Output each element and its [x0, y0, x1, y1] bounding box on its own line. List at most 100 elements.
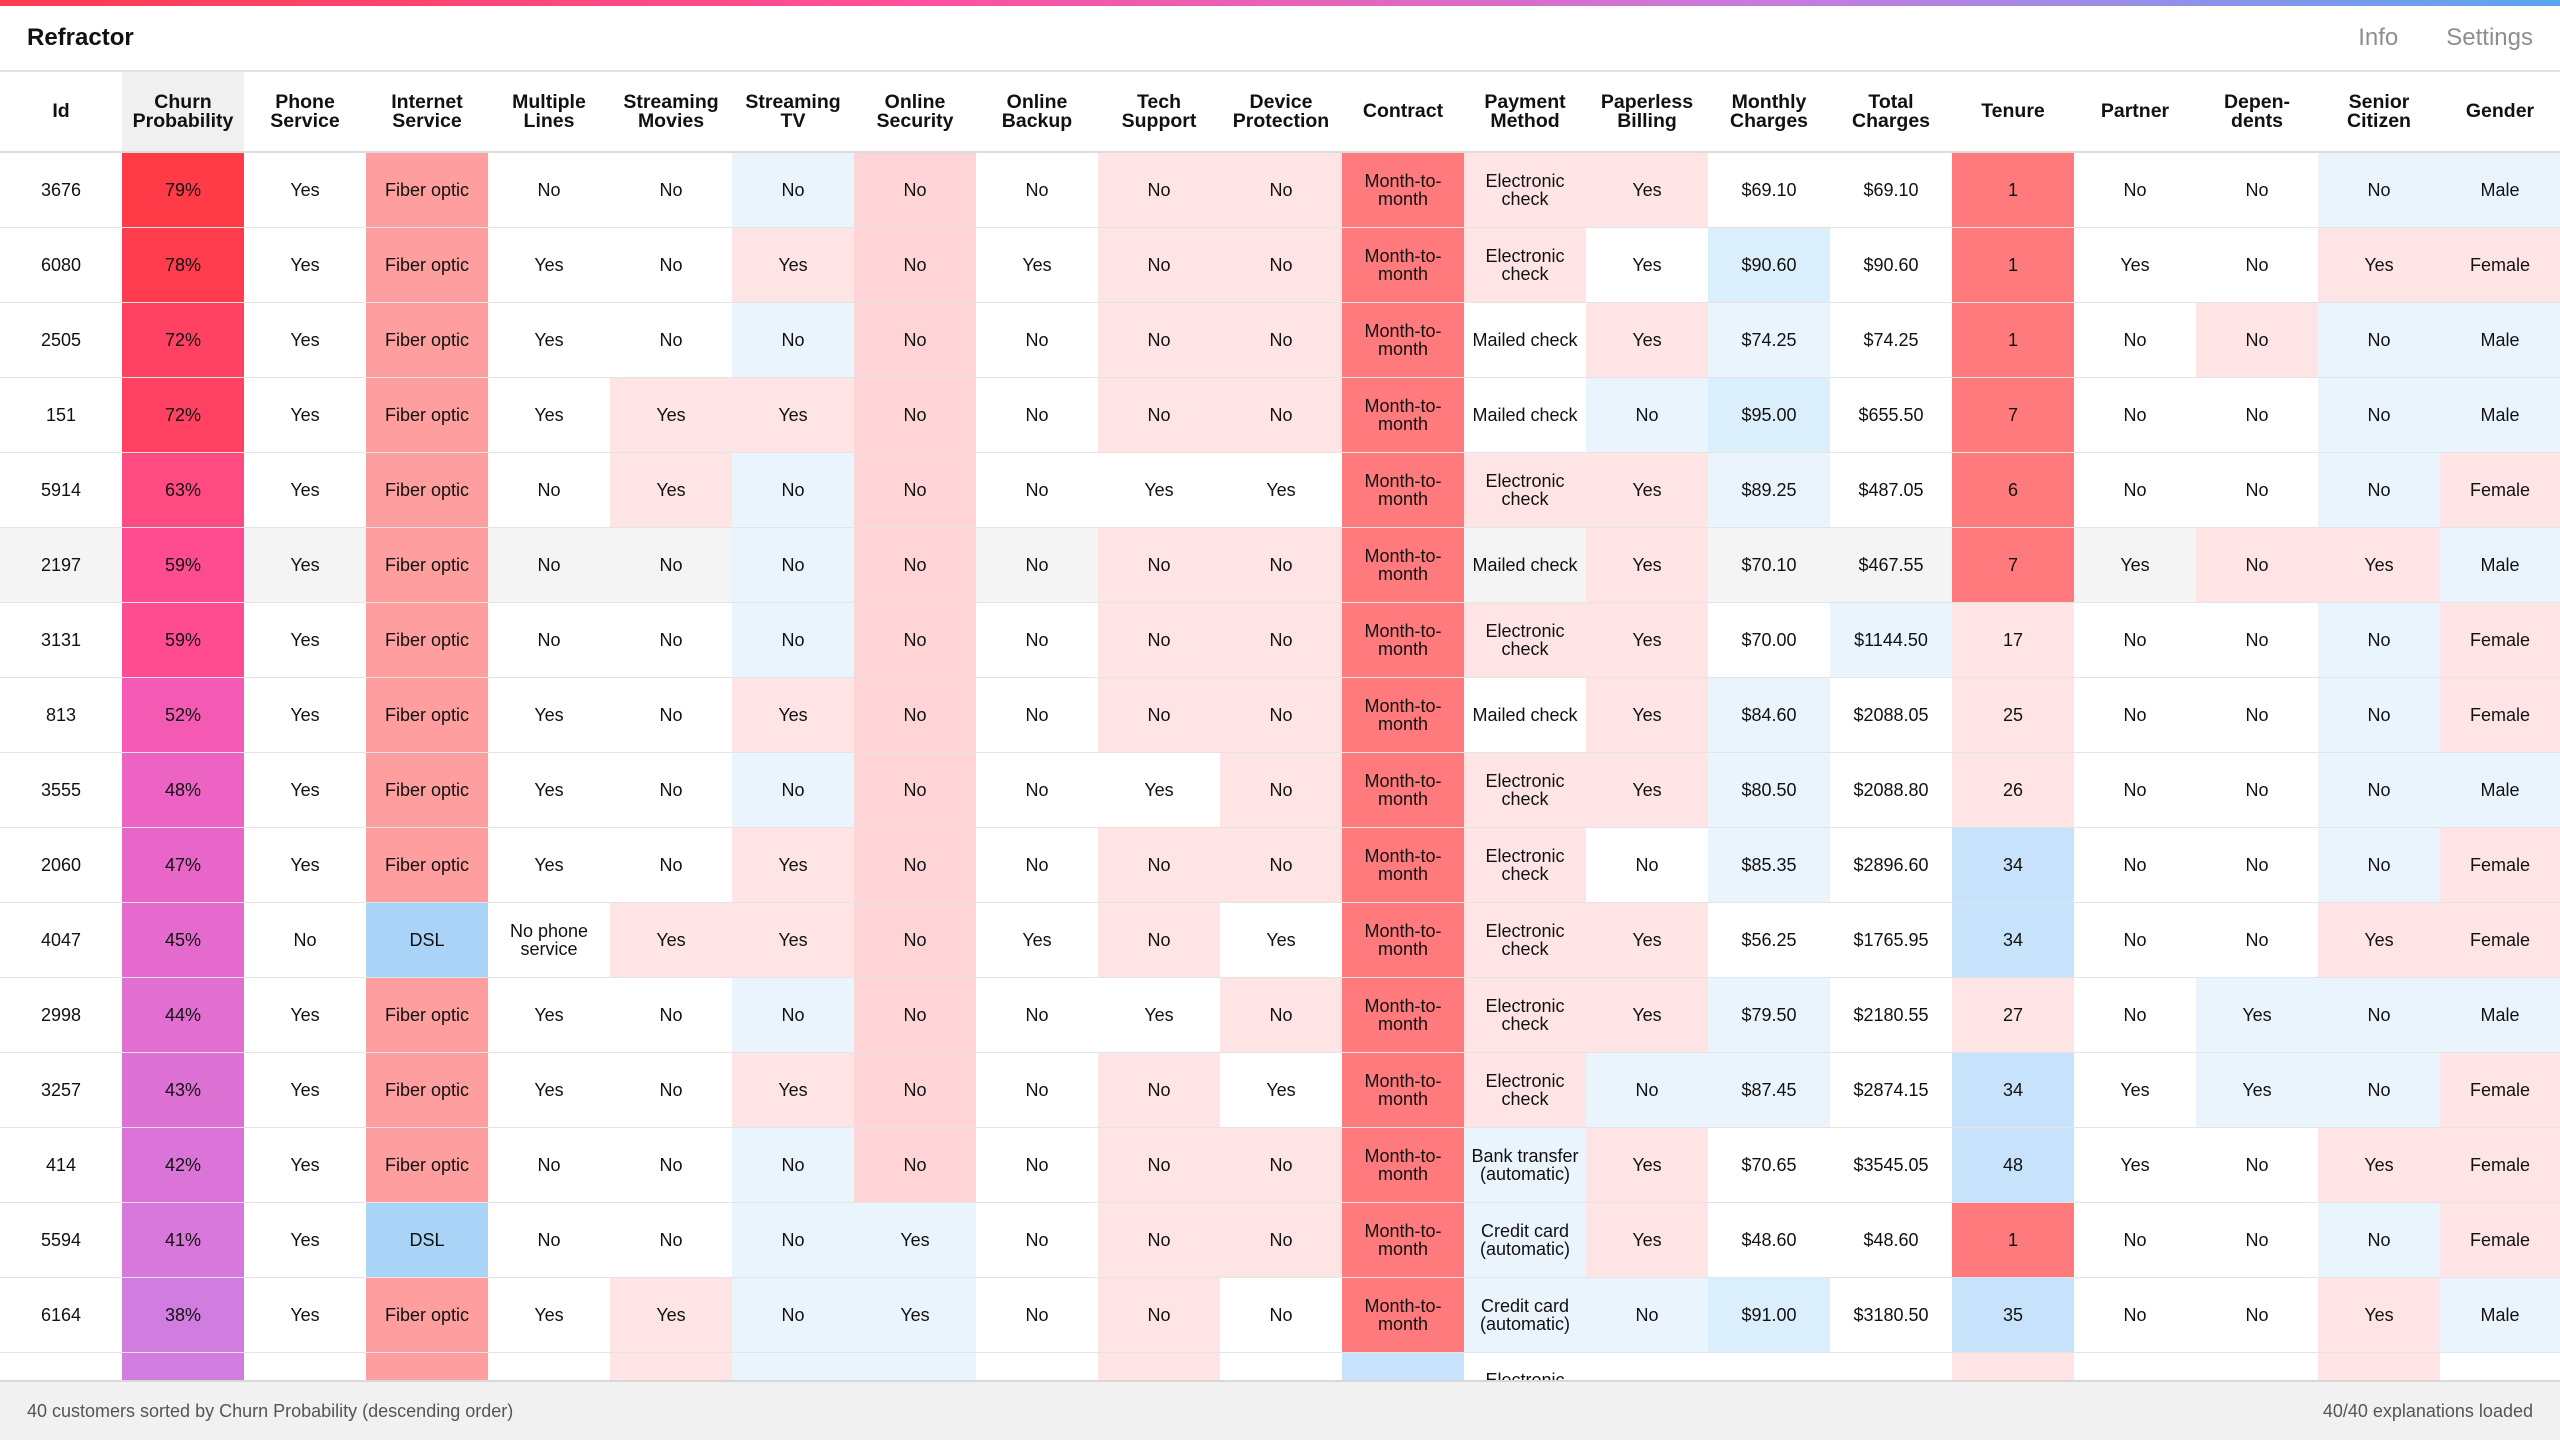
table-row[interactable]: 3555 48% Yes Fiber optic Yes No No No No Yes No Mon…	[0, 752, 2560, 828]
column-header-partner[interactable]: Partner	[2074, 72, 2196, 153]
column-header-internet[interactable]: Internet Service	[366, 72, 488, 153]
cell-protection: No	[1220, 677, 1342, 753]
cell-paperless: Yes	[1586, 1127, 1708, 1203]
column-header-gender[interactable]: Gender	[2440, 72, 2560, 153]
cell-gender: Male	[2440, 752, 2560, 828]
cell-contract: Month-to-month	[1342, 602, 1464, 678]
cell-internet: Fiber optic	[366, 602, 488, 678]
column-header-phone[interactable]: Phone Service	[244, 72, 366, 153]
cell-paperless	[1586, 1352, 1708, 1380]
cell-tech: No	[1098, 1202, 1220, 1278]
column-header-churn[interactable]: Churn Probability	[122, 72, 244, 153]
cell-tenure: 34	[1952, 902, 2074, 978]
cell-senior: Yes	[2318, 227, 2440, 303]
cell-protection: No	[1220, 752, 1342, 828]
cell-internet: Fiber optic	[366, 1052, 488, 1128]
cell-contract: Month-to-month	[1342, 902, 1464, 978]
cell-gender: Female	[2440, 602, 2560, 678]
cell-gender: Female	[2440, 1052, 2560, 1128]
column-header-tv[interactable]: Streaming TV	[732, 72, 854, 153]
cell-movies: Yes	[610, 452, 732, 528]
cell-partner: No	[2074, 977, 2196, 1053]
table-row[interactable]: 3676 79% Yes Fiber optic No No No No No No No Month…	[0, 152, 2560, 228]
cell-contract: Month-to-month	[1342, 827, 1464, 903]
cell-internet: DSL	[366, 902, 488, 978]
cell-protection: No	[1220, 1277, 1342, 1353]
table-row[interactable]: 5594 41% Yes DSL No No No Yes No No No Month-to-mon…	[0, 1202, 2560, 1278]
cell-tv: No	[732, 1127, 854, 1203]
cell-total: $487.05	[1830, 452, 1952, 528]
cell-internet: Fiber optic	[366, 752, 488, 828]
cell-dependents: No	[2196, 827, 2318, 903]
column-header-dependents[interactable]: Depen- dents	[2196, 72, 2318, 153]
table-row[interactable]: 2197 59% Yes Fiber optic No No No No No No No Month…	[0, 527, 2560, 603]
column-header-lines[interactable]: Multiple Lines	[488, 72, 610, 153]
column-header-total[interactable]: Total Charges	[1830, 72, 1952, 153]
column-header-contract[interactable]: Contract	[1342, 72, 1464, 153]
settings-link[interactable]: Settings	[2446, 24, 2533, 51]
cell-contract: Month-to-month	[1342, 377, 1464, 453]
cell-gender: Female	[2440, 827, 2560, 903]
cell-tv: No	[732, 752, 854, 828]
cell-protection: No	[1220, 1127, 1342, 1203]
column-header-monthly[interactable]: Monthly Charges	[1708, 72, 1830, 153]
cell-phone: Yes	[244, 1052, 366, 1128]
cell-internet: Fiber optic	[366, 1127, 488, 1203]
cell-tech: No	[1098, 527, 1220, 603]
cell-movies: No	[610, 827, 732, 903]
table-row[interactable]: 4047 45% No DSL No phone service Yes Yes No Yes N…	[0, 902, 2560, 978]
info-link[interactable]: Info	[2358, 24, 2399, 51]
column-header-movies[interactable]: Streaming Movies	[610, 72, 732, 153]
cell-partner: No	[2074, 377, 2196, 453]
table-row[interactable]: 3131 59% Yes Fiber optic No No No No No No No Month…	[0, 602, 2560, 678]
cell-security: No	[854, 377, 976, 453]
table-row[interactable]: 3257 43% Yes Fiber optic Yes No Yes No No No Yes Mo…	[0, 1052, 2560, 1128]
cell-id	[0, 1352, 122, 1380]
table-row[interactable]: Electronic	[0, 1352, 2560, 1380]
cell-movies: No	[610, 302, 732, 378]
cell-gender: Female	[2440, 902, 2560, 978]
cell-senior	[2318, 1352, 2440, 1380]
cell-security: Yes	[854, 1277, 976, 1353]
column-header-id[interactable]: Id	[0, 72, 122, 153]
column-header-backup[interactable]: Online Backup	[976, 72, 1098, 153]
cell-id: 5914	[0, 452, 122, 528]
cell-paperless: No	[1586, 1277, 1708, 1353]
cell-senior: No	[2318, 302, 2440, 378]
table-row[interactable]: 2505 72% Yes Fiber optic Yes No No No No No No Mont…	[0, 302, 2560, 378]
column-header-senior[interactable]: Senior Citizen	[2318, 72, 2440, 153]
column-header-payment[interactable]: Payment Method	[1464, 72, 1586, 153]
cell-churn: 52%	[122, 677, 244, 753]
table-row[interactable]: 6080 78% Yes Fiber optic Yes No Yes No Yes No No Mo…	[0, 227, 2560, 303]
cell-internet: Fiber optic	[366, 977, 488, 1053]
cell-internet: DSL	[366, 1202, 488, 1278]
table-row[interactable]: 2060 47% Yes Fiber optic Yes No Yes No No No No Mon…	[0, 827, 2560, 903]
column-header-security[interactable]: Online Security	[854, 72, 976, 153]
cell-dependents: No	[2196, 602, 2318, 678]
cell-protection: No	[1220, 1202, 1342, 1278]
cell-partner: No	[2074, 1277, 2196, 1353]
cell-internet: Fiber optic	[366, 827, 488, 903]
column-header-tenure[interactable]: Tenure	[1952, 72, 2074, 153]
cell-tenure	[1952, 1352, 2074, 1380]
table-row[interactable]: 6164 38% Yes Fiber optic Yes Yes No Yes No No No Mo…	[0, 1277, 2560, 1353]
table-row[interactable]: 2998 44% Yes Fiber optic Yes No No No No Yes No Mon…	[0, 977, 2560, 1053]
table-row[interactable]: 5914 63% Yes Fiber optic No Yes No No No Yes Yes Mo…	[0, 452, 2560, 528]
customer-table: Id Churn Probability Phone Service Internet…	[0, 72, 2560, 1380]
cell-phone: Yes	[244, 302, 366, 378]
cell-movies: No	[610, 977, 732, 1053]
cell-backup: No	[976, 1277, 1098, 1353]
table-row[interactable]: 414 42% Yes Fiber optic No No No No No No No Month-…	[0, 1127, 2560, 1203]
table-row[interactable]: 151 72% Yes Fiber optic Yes Yes Yes No No No No Mon…	[0, 377, 2560, 453]
customer-table-area[interactable]: Id Churn Probability Phone Service Internet…	[0, 72, 2560, 1380]
table-row[interactable]: 813 52% Yes Fiber optic Yes No Yes No No No No Mont…	[0, 677, 2560, 753]
cell-paperless: Yes	[1586, 227, 1708, 303]
column-header-tech[interactable]: Tech Support	[1098, 72, 1220, 153]
cell-payment: Credit card (automatic)	[1464, 1277, 1586, 1353]
cell-paperless: No	[1586, 1052, 1708, 1128]
cell-security	[854, 1352, 976, 1380]
column-header-paperless[interactable]: Paperless Billing	[1586, 72, 1708, 153]
cell-tv: Yes	[732, 1052, 854, 1128]
column-header-protection[interactable]: Device Protection	[1220, 72, 1342, 153]
cell-movies: No	[610, 677, 732, 753]
